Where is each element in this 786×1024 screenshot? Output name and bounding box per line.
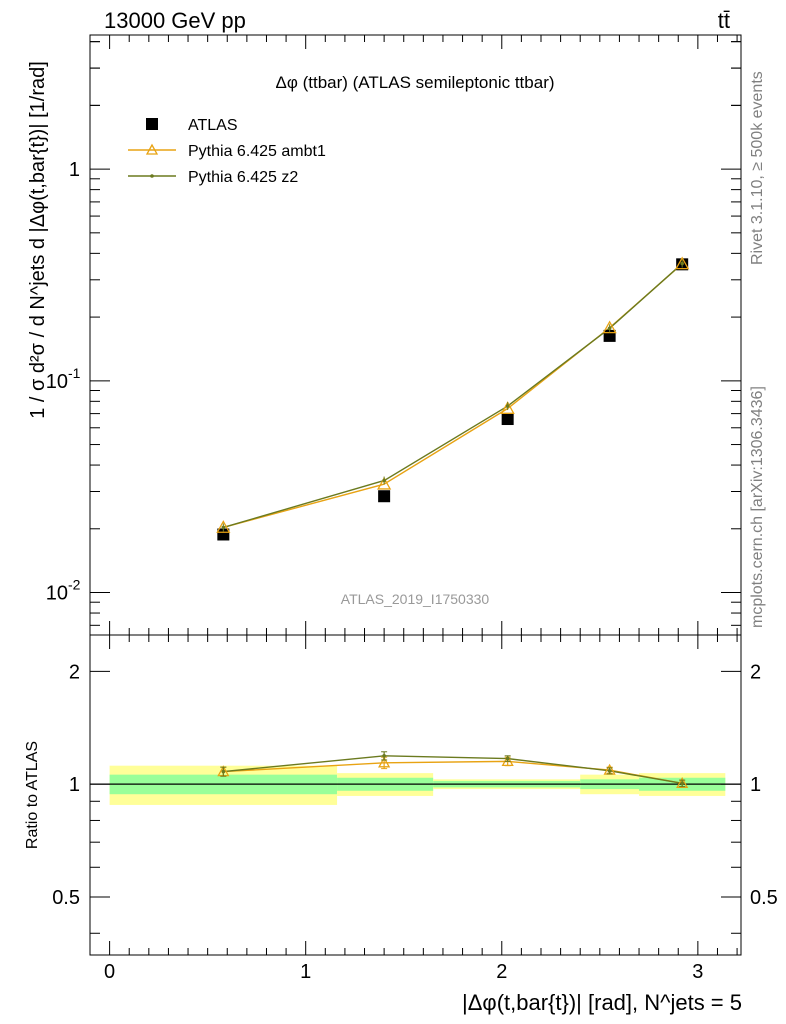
data-point-square: [501, 413, 514, 426]
data-point-dot: [221, 769, 226, 774]
data-point-dot: [680, 781, 684, 786]
data-point-triangle: [602, 320, 617, 334]
data-point-dot: [505, 404, 510, 408]
data-point-dot: [382, 754, 386, 758]
ratio-y-tick-label-right: 2: [750, 661, 761, 683]
data-point-triangle: [145, 143, 159, 155]
main-y-tick-exponent: -1: [68, 365, 81, 381]
x-tick-label: 0: [104, 961, 115, 983]
data-point-dot: [382, 478, 386, 483]
main-panel: 10 -210 -11 Δφ (ttbar) (ATLAS semileptonic…: [27, 34, 742, 636]
energy-label: 13000 GeV pp: [104, 8, 246, 33]
legend: ATLAS Pythia 6.425 ambt1 Pythia 6.425 z2: [128, 117, 326, 186]
main-axis-ticks: 10 -210 -11: [46, 35, 741, 635]
series-line-2: [223, 263, 683, 529]
data-point-dot: [607, 326, 612, 331]
data-point-triangle: [500, 401, 515, 414]
analysis-label: ATLAS_2019_I1750330: [341, 591, 490, 607]
x-tick-label: 1: [300, 961, 311, 983]
data-point-dot: [221, 525, 226, 530]
ratio-frame: [89, 634, 742, 956]
ratio-y-tick-label-right: 1: [750, 774, 761, 796]
chart-title: Δφ (ttbar) (ATLAS semileptonic ttbar): [275, 73, 554, 92]
data-point-triangle: [675, 256, 690, 270]
main-y-tick-label: 10: [46, 371, 68, 393]
ratio-y-tick-label: 2: [69, 661, 80, 683]
data-point-square: [378, 490, 391, 503]
ratio-y-tick-label: 1: [69, 774, 80, 796]
main-y-tick-label: 1: [69, 159, 80, 181]
ratio-panel: 0 1 2 3 0.5 0.5 1 1 2 2 Ratio to ATLAS: [24, 634, 778, 983]
rivet-note: Rivet 3.1.10, ≥ 500k events: [749, 71, 766, 265]
ratio-uncertainty-bands: [109, 765, 726, 805]
x-tick-label: 3: [692, 961, 703, 983]
legend-label: Pythia 6.425 z2: [188, 169, 298, 186]
main-y-axis-label: 1 / σ d²σ / d N^jets d |Δφ(t,bar{t})| [1…: [27, 61, 49, 419]
source-note: mcplots.cern.ch [arXiv:1306.3436]: [749, 386, 766, 628]
data-point-dot: [607, 769, 612, 773]
data-point-dot: [680, 261, 684, 266]
data-point-dot: [150, 174, 154, 178]
data-point-square: [217, 528, 230, 541]
x-tick-label: 2: [496, 961, 507, 983]
ratio-y-tick-label-right: 0.5: [750, 887, 778, 909]
data-point-triangle: [216, 520, 231, 533]
data-point-square: [146, 118, 158, 130]
main-y-tick-label: 10: [46, 583, 68, 605]
legend-label: ATLAS: [188, 117, 238, 134]
legend-label: Pythia 6.425 ambt1: [188, 143, 326, 160]
series-line-1: [223, 263, 683, 529]
data-point-triangle: [676, 776, 689, 788]
main-y-tick-exponent: -2: [68, 577, 81, 593]
x-axis-label: |Δφ(t,bar{t})| [rad], N^jets = 5: [462, 990, 742, 1015]
data-point-triangle: [378, 756, 391, 768]
data-point-dot: [505, 756, 510, 761]
process-label: tt̄: [718, 8, 730, 33]
data-point-triangle: [377, 476, 392, 490]
ratio-y-axis-label: Ratio to ATLAS: [24, 741, 41, 849]
ratio-y-tick-label: 0.5: [52, 887, 80, 909]
ratio-axis-ticks: 0 1 2 3 0.5 0.5 1 1 2 2: [52, 635, 778, 983]
